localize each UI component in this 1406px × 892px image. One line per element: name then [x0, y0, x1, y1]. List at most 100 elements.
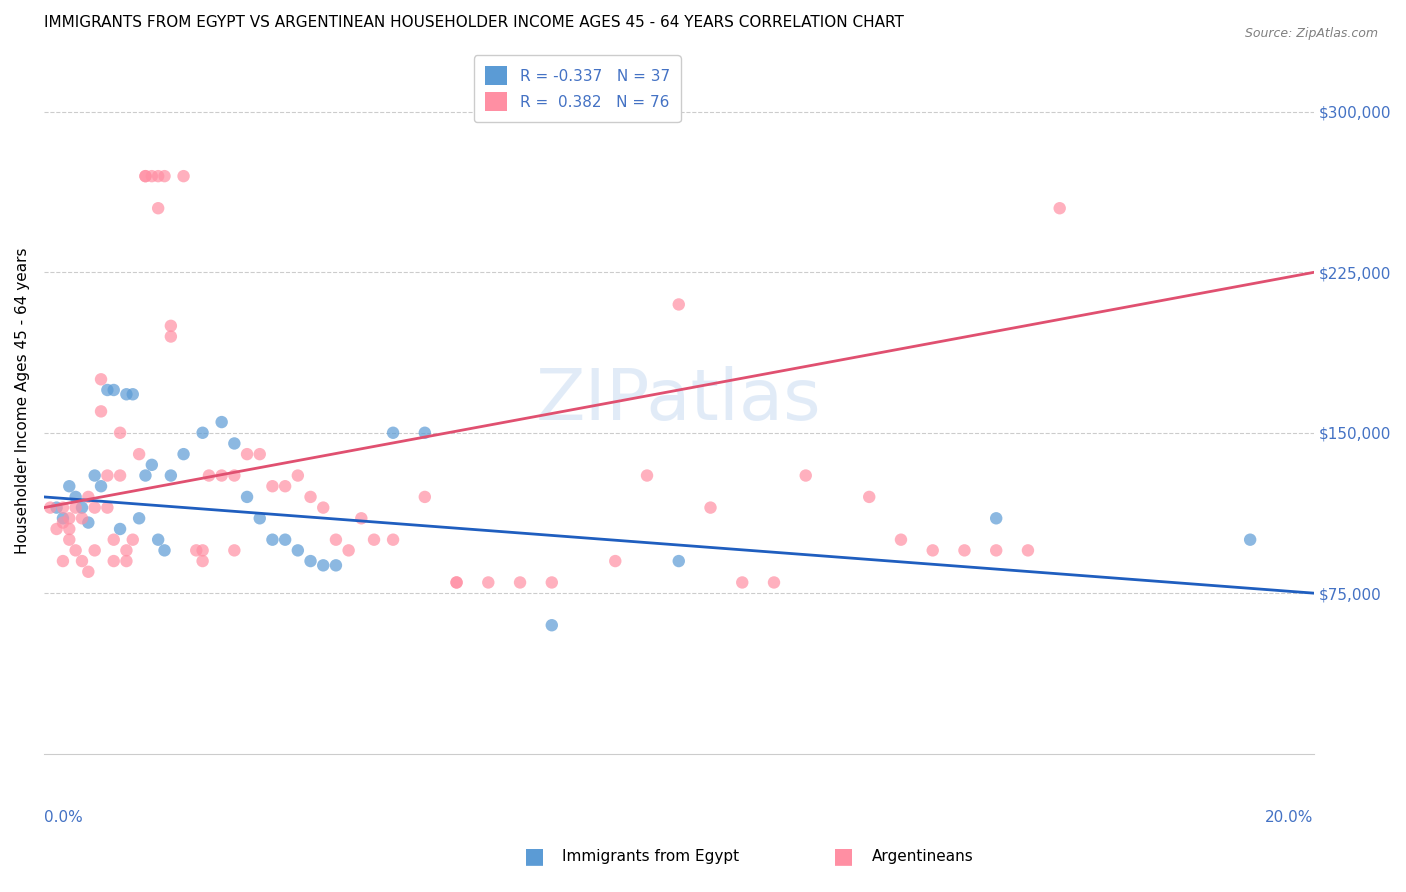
- Point: [986, 543, 1008, 558]
- Point: [224, 468, 246, 483]
- Point: [153, 169, 176, 183]
- Point: [141, 458, 163, 472]
- Point: [274, 479, 297, 493]
- Point: [173, 169, 195, 183]
- Point: [115, 554, 138, 568]
- Point: [108, 468, 131, 483]
- Point: [58, 479, 80, 493]
- Point: [191, 554, 214, 568]
- Point: [45, 500, 67, 515]
- Point: [605, 554, 627, 568]
- Point: [121, 533, 143, 547]
- Point: [52, 500, 75, 515]
- Point: [986, 511, 1008, 525]
- Point: [96, 383, 118, 397]
- Point: [413, 490, 436, 504]
- Point: [96, 500, 118, 515]
- Point: [108, 522, 131, 536]
- Text: ■: ■: [524, 847, 544, 866]
- Point: [236, 490, 259, 504]
- Point: [249, 447, 271, 461]
- Point: [312, 558, 335, 573]
- Point: [382, 533, 405, 547]
- Point: [191, 425, 214, 440]
- Point: [134, 169, 156, 183]
- Point: [540, 575, 562, 590]
- Point: [103, 533, 125, 547]
- Point: [52, 516, 75, 530]
- Text: 20.0%: 20.0%: [1265, 810, 1313, 825]
- Text: ZIPatlas: ZIPatlas: [536, 367, 821, 435]
- Point: [762, 575, 785, 590]
- Point: [287, 468, 309, 483]
- Point: [58, 522, 80, 536]
- Point: [83, 543, 105, 558]
- Point: [287, 543, 309, 558]
- Point: [262, 533, 284, 547]
- Point: [262, 479, 284, 493]
- Point: [236, 447, 259, 461]
- Point: [337, 543, 360, 558]
- Point: [58, 511, 80, 525]
- Point: [52, 511, 75, 525]
- Point: [350, 511, 373, 525]
- Text: IMMIGRANTS FROM EGYPT VS ARGENTINEAN HOUSEHOLDER INCOME AGES 45 - 64 YEARS CORRE: IMMIGRANTS FROM EGYPT VS ARGENTINEAN HOU…: [44, 15, 904, 30]
- Point: [134, 169, 156, 183]
- Point: [90, 479, 112, 493]
- Text: Argentineans: Argentineans: [872, 849, 973, 863]
- Point: [794, 468, 817, 483]
- Point: [363, 533, 385, 547]
- Text: 0.0%: 0.0%: [44, 810, 83, 825]
- Point: [77, 565, 100, 579]
- Point: [953, 543, 976, 558]
- Point: [224, 543, 246, 558]
- Point: [108, 425, 131, 440]
- Point: [153, 543, 176, 558]
- Point: [224, 436, 246, 450]
- Point: [382, 425, 405, 440]
- Point: [446, 575, 468, 590]
- Point: [274, 533, 297, 547]
- Point: [413, 425, 436, 440]
- Point: [299, 490, 322, 504]
- Point: [128, 511, 150, 525]
- Point: [198, 468, 221, 483]
- Point: [921, 543, 943, 558]
- Point: [191, 543, 214, 558]
- Point: [1049, 201, 1071, 215]
- Point: [1239, 533, 1261, 547]
- Point: [39, 500, 62, 515]
- Point: [299, 554, 322, 568]
- Point: [731, 575, 754, 590]
- Point: [249, 511, 271, 525]
- Point: [103, 554, 125, 568]
- Y-axis label: Householder Income Ages 45 - 64 years: Householder Income Ages 45 - 64 years: [15, 247, 30, 554]
- Point: [160, 468, 183, 483]
- Point: [77, 516, 100, 530]
- Text: ■: ■: [834, 847, 853, 866]
- Point: [211, 468, 233, 483]
- Point: [58, 533, 80, 547]
- Point: [70, 511, 93, 525]
- Point: [211, 415, 233, 429]
- Point: [70, 500, 93, 515]
- Point: [890, 533, 912, 547]
- Point: [103, 383, 125, 397]
- Point: [858, 490, 880, 504]
- Text: Immigrants from Egypt: Immigrants from Egypt: [562, 849, 740, 863]
- Point: [668, 297, 690, 311]
- Point: [141, 169, 163, 183]
- Point: [115, 543, 138, 558]
- Point: [312, 500, 335, 515]
- Point: [96, 468, 118, 483]
- Point: [52, 554, 75, 568]
- Point: [173, 447, 195, 461]
- Point: [77, 490, 100, 504]
- Point: [45, 522, 67, 536]
- Point: [134, 468, 156, 483]
- Point: [146, 201, 169, 215]
- Point: [90, 372, 112, 386]
- Point: [83, 468, 105, 483]
- Point: [115, 387, 138, 401]
- Point: [636, 468, 658, 483]
